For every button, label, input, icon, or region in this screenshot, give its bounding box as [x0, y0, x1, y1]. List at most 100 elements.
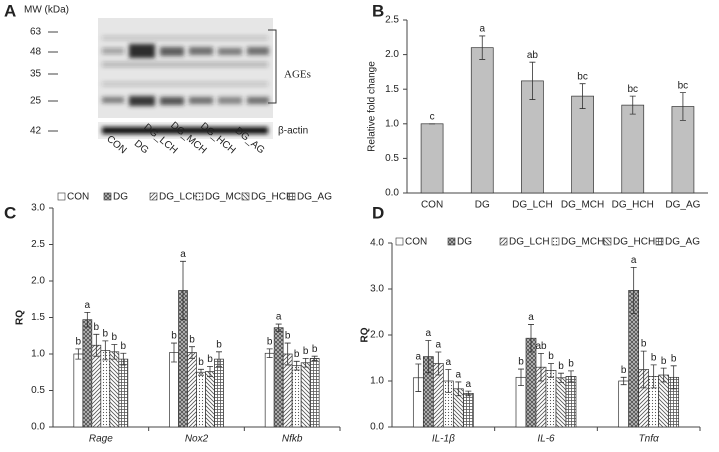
- significance-letter: bc: [577, 71, 588, 82]
- legend-label: DG_HCH: [251, 192, 293, 203]
- significance-letter: b: [121, 341, 127, 352]
- bar: [118, 358, 129, 428]
- error-bar: [455, 381, 462, 397]
- error-bar: [548, 363, 554, 378]
- bar: [462, 393, 474, 428]
- y-tick-label: 0.0: [385, 188, 399, 199]
- lane-label: DG: [132, 138, 151, 156]
- error-bar: [293, 360, 300, 371]
- bar: [618, 380, 630, 428]
- y-tick-label: 1.0: [370, 376, 384, 387]
- bar: [300, 362, 311, 428]
- significance-letter: b: [267, 337, 273, 348]
- significance-letter: a: [479, 24, 485, 35]
- significance-letter: b: [285, 331, 291, 342]
- significance-letter: b: [171, 331, 177, 342]
- error-bar: [529, 61, 536, 100]
- error-bar: [660, 367, 667, 383]
- y-tick-label: 2.5: [385, 15, 399, 26]
- legend-swatch: [195, 192, 204, 201]
- error-bar: [84, 311, 91, 328]
- bar: [73, 353, 84, 428]
- blot-image: [98, 18, 273, 118]
- x-tick-label: DG_LCH: [512, 200, 553, 211]
- error-bar: [198, 368, 204, 376]
- significance-letter: b: [76, 337, 82, 348]
- legend-label: DG_AG: [665, 237, 700, 248]
- error-bar: [425, 340, 432, 374]
- x-tick-label: IL-1β: [432, 434, 455, 445]
- error-bar: [111, 344, 118, 360]
- legend-label: DG: [113, 192, 128, 203]
- x-tick-label: DG_AG: [665, 200, 700, 211]
- x-tick-label: DG: [475, 200, 490, 211]
- significance-letter: b: [103, 329, 109, 340]
- y-tick-label: 2.5: [31, 239, 45, 250]
- error-bar: [518, 368, 524, 386]
- significance-letter: b: [189, 334, 195, 345]
- bar: [100, 350, 111, 428]
- significance-letter: b: [216, 339, 222, 350]
- y-tick-label: 2.0: [31, 276, 45, 287]
- bar: [91, 344, 102, 428]
- error-bar: [189, 346, 195, 359]
- legend-swatch: [655, 237, 664, 246]
- error-bar: [275, 323, 282, 332]
- y-tick-label: 2.0: [385, 49, 399, 60]
- bar: [82, 319, 93, 428]
- bar: [571, 95, 594, 194]
- marker: 35: [30, 69, 42, 80]
- legend-swatch: [499, 237, 508, 246]
- legend-label: DG_LCH: [159, 192, 200, 203]
- legend-label: CON: [405, 237, 427, 248]
- mw-label: MW (kDa): [24, 5, 69, 16]
- x-tick-label: DG_HCH: [612, 200, 654, 211]
- y-tick-label: 1.5: [385, 84, 399, 95]
- significance-letter: b: [94, 322, 100, 333]
- error-bar: [558, 372, 564, 383]
- error-bar: [75, 348, 82, 360]
- error-bar: [620, 376, 627, 386]
- error-bar: [180, 260, 186, 321]
- error-bar: [302, 357, 309, 368]
- significance-letter: a: [85, 300, 91, 311]
- error-bar: [670, 365, 677, 390]
- error-bar: [528, 324, 534, 353]
- error-bar: [629, 95, 636, 115]
- blot-panel: A MW (kDa) 63 48 35 25 42 AGEs β-actin C…: [4, 1, 311, 156]
- legend-label: DG_LCH: [509, 237, 550, 248]
- significance-letter: b: [303, 346, 309, 357]
- error-bar: [102, 340, 109, 361]
- legend-swatch: [57, 192, 66, 201]
- x-tick-label: CON: [421, 200, 443, 211]
- x-tick-label: Rage: [89, 434, 113, 445]
- panel-letter: C: [4, 203, 16, 222]
- significance-letter: b: [651, 353, 657, 364]
- significance-letter: a: [446, 357, 452, 368]
- error-bar: [207, 366, 213, 378]
- y-axis-label: Relative fold change: [367, 61, 378, 152]
- error-bar: [568, 370, 574, 383]
- significance-letter: a: [276, 312, 282, 323]
- significance-letter: b: [641, 339, 647, 350]
- y-tick-label: 3.0: [370, 284, 384, 295]
- significance-letter: b: [112, 332, 118, 343]
- significance-letter: b: [312, 344, 318, 355]
- error-bar: [415, 363, 422, 392]
- bar: [565, 376, 577, 428]
- error-bar: [465, 390, 472, 397]
- legend-label: DG: [457, 237, 472, 248]
- x-tick-label: DG_MCH: [561, 200, 604, 211]
- legend-label: DG_MCH: [205, 192, 248, 203]
- y-tick-label: 0.0: [370, 422, 384, 433]
- bar: [470, 47, 494, 194]
- bar: [109, 351, 120, 428]
- significance-letter: a: [456, 370, 462, 381]
- legend-swatch: [103, 192, 112, 201]
- error-bar: [216, 351, 222, 367]
- significance-letter: b: [568, 359, 574, 370]
- significance-letter: b: [671, 353, 677, 364]
- error-bar: [311, 355, 318, 361]
- x-tick-label: Nfkb: [282, 434, 303, 445]
- panel-letter: A: [4, 1, 16, 20]
